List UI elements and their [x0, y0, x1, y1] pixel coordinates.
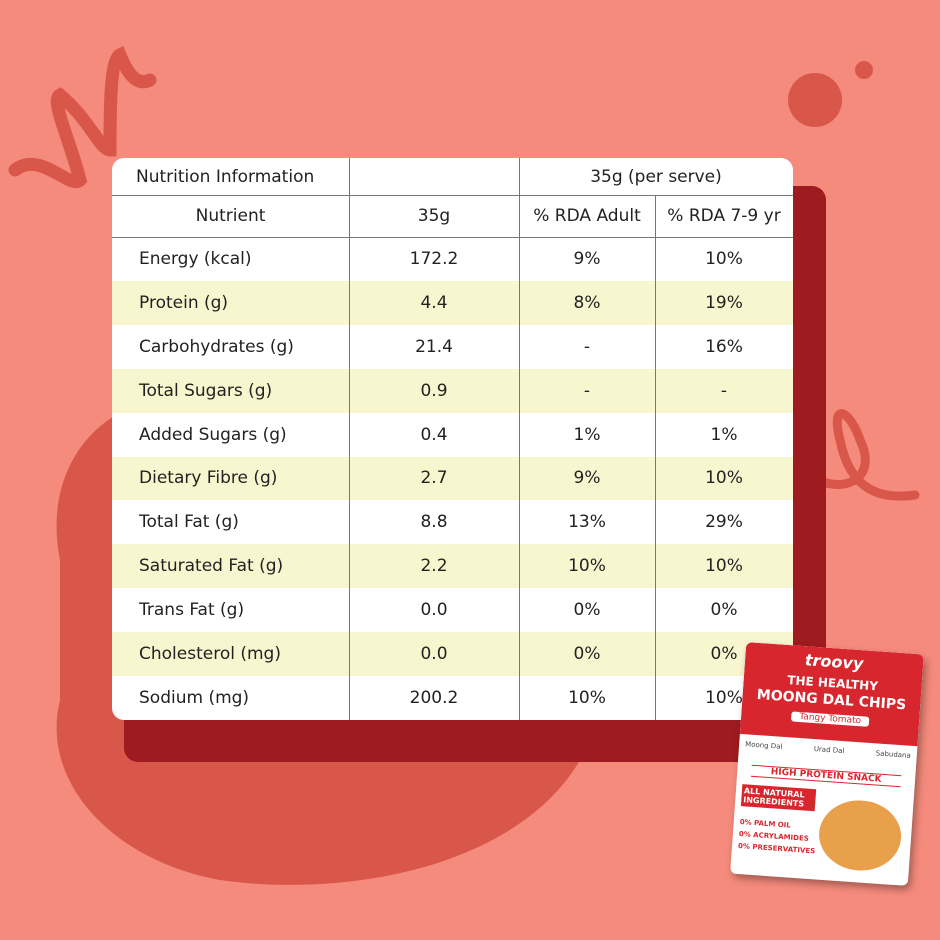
table-cell: Dietary Fibre (g): [139, 468, 278, 489]
table-cell: 16%: [705, 336, 743, 357]
row-line: [112, 195, 793, 196]
table-cell: -: [583, 380, 591, 401]
claim: ALL NATURAL INGREDIENTS: [740, 784, 817, 812]
table-cell: 10%: [568, 688, 606, 709]
header-cell: % RDA Adult: [533, 206, 641, 226]
title-cell: 35g (per serve): [590, 166, 722, 187]
squiggle: [795, 409, 920, 501]
table-cell: Energy (kcal): [139, 248, 252, 269]
table-cell: 10%: [705, 556, 743, 577]
header-cell: % RDA 7-9 yr: [667, 206, 781, 226]
table-cell: 0%: [573, 600, 601, 621]
nutrition-table: Nutrition Information 35g (per serve) Nutr…: [112, 158, 793, 720]
table-cell: 0%: [710, 644, 738, 665]
table-cell: 0%: [710, 600, 738, 621]
badge: HIGH PROTEIN SNACK: [750, 764, 902, 788]
header-cell: 35g: [417, 206, 451, 226]
table-cell: Saturated Fat (g): [139, 556, 284, 577]
table-cell: 10%: [705, 468, 743, 489]
table-cell: 19%: [705, 292, 743, 313]
table-cell: -: [720, 380, 728, 401]
table-cell: 8.8: [420, 512, 448, 533]
ingredient: Sabudana: [875, 749, 912, 760]
table-cell: 0%: [573, 644, 601, 665]
table-cell: 10%: [705, 688, 743, 709]
row-line: [112, 237, 793, 238]
squiggle: [8, 46, 157, 189]
table-cell: -: [583, 336, 591, 357]
table-cell: 0.4: [420, 424, 448, 445]
dot: [788, 73, 842, 127]
table-cell: Carbohydrates (g): [139, 336, 294, 357]
table-cell: Total Sugars (g): [139, 380, 273, 401]
row-highlight: [112, 544, 793, 589]
col-line: [655, 195, 656, 720]
table-cell: 21.4: [415, 336, 453, 357]
table-cell: 0.0: [420, 644, 448, 665]
header-cell: Nutrient: [195, 206, 266, 226]
col-line: [349, 158, 350, 720]
row-highlight: [112, 368, 793, 413]
table-cell: 10%: [705, 248, 743, 269]
table-cell: 2.2: [420, 556, 448, 577]
table-cell: 4.4: [420, 292, 448, 313]
table-cell: 10%: [568, 556, 606, 577]
row-highlight: [112, 280, 793, 325]
col-line: [519, 158, 520, 720]
table-cell: 9%: [573, 468, 601, 489]
table-cell: 8%: [573, 292, 601, 313]
table-cell: 13%: [568, 512, 606, 533]
table-cell: 1%: [710, 424, 738, 445]
table-cell: 172.2: [409, 248, 459, 269]
table-cell: Cholesterol (mg): [139, 644, 281, 665]
row-highlight: [112, 632, 793, 677]
table-cell: Protein (g): [139, 292, 229, 313]
table-cell: 2.7: [420, 468, 448, 489]
ingredient: Urad Dal: [813, 745, 845, 756]
table-cell: 200.2: [409, 688, 459, 709]
product-package: troovy THE HEALTHY MOONG DAL CHIPS Tangy…: [730, 642, 924, 886]
title-cell: Nutrition Information: [136, 166, 315, 187]
table-cell: 0.0: [420, 600, 448, 621]
table-cell: Added Sugars (g): [139, 424, 287, 445]
table-cell: Sodium (mg): [139, 688, 250, 709]
chips-image: [816, 797, 904, 874]
table-cell: Trans Fat (g): [139, 600, 245, 621]
claims-list: 0% PALM OIL 0% ACRYLAMIDES 0% PRESERVATIVE…: [738, 816, 820, 857]
dot: [855, 61, 873, 79]
table-cell: 29%: [705, 512, 743, 533]
ingredient: Moong Dal: [744, 740, 783, 751]
table-cell: 9%: [573, 248, 601, 269]
row-highlight: [112, 456, 793, 501]
table-cell: Total Fat (g): [139, 512, 239, 533]
table-cell: 0.9: [420, 380, 448, 401]
table-cell: 1%: [573, 424, 601, 445]
